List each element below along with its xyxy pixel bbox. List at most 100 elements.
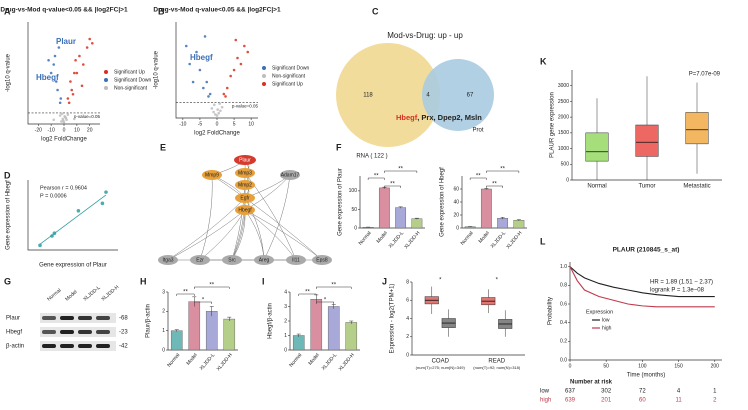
threshold-label: p-value=0.05: [232, 104, 259, 109]
point: [205, 80, 209, 84]
annotation: logrank P = 1.3e−08: [650, 288, 705, 294]
x-tick-label: Model: [307, 352, 320, 366]
y-axis-label: Plaur/β-actin: [146, 304, 152, 338]
chart: I Hbegf/β-actin 0 1 2 3 4 Normal Model XLJDD-L XLJ…: [262, 276, 360, 372]
point: [57, 46, 61, 49]
lane-label: XLJDD-H: [100, 284, 120, 302]
node: [235, 205, 255, 215]
gene: Hbegf: [396, 113, 418, 122]
error-bar: [192, 296, 197, 307]
annotation: Plaur: [56, 37, 76, 46]
band: [42, 330, 56, 334]
x-tick-label: READ: [488, 359, 505, 365]
panel-label: D: [4, 170, 11, 180]
y-tick-label: 1: [162, 328, 165, 334]
node: [158, 255, 178, 265]
edge: [244, 197, 265, 261]
point: [53, 54, 57, 58]
y-axis-label: -log10 q-value: [6, 53, 12, 92]
point: [100, 201, 105, 206]
chart: K PLAUR gene expression 0 500 1000 1500 2000 25…: [540, 56, 722, 190]
node: [234, 155, 256, 165]
y-tick-label: 1500: [558, 130, 569, 136]
x-tick-label: -5: [198, 121, 203, 127]
significance: **: [183, 290, 188, 296]
network: E Plaur Mmp9 Mmp3 Mmp2 Adam17 Egfr Hbegf Itga3 E…: [158, 142, 332, 265]
axis: [27, 180, 118, 251]
x-tick-label: 150: [674, 363, 683, 369]
band: [96, 330, 110, 334]
node-label: Itga3: [162, 257, 173, 263]
venn-label: Prot: [472, 128, 483, 134]
bar: [411, 218, 423, 229]
risk-count: 2: [713, 398, 717, 404]
edge: [231, 184, 246, 261]
node: [254, 255, 274, 265]
venn-count: 118: [363, 93, 373, 99]
point: [64, 116, 68, 120]
x-tick-label: Normal: [358, 230, 373, 246]
point: [60, 112, 64, 116]
point: [207, 95, 210, 98]
edge: [167, 209, 246, 261]
point: [218, 102, 222, 105]
point: [184, 44, 188, 48]
significance: **: [331, 283, 336, 289]
x-tick-label: XLJDD-L: [199, 352, 217, 372]
significance-bracket: [486, 185, 503, 188]
y-tick-label: 0.6: [560, 301, 567, 307]
x-tick-label: Normal: [460, 230, 475, 246]
venn-label: RNA ( 122 ): [356, 154, 387, 160]
chart-title: Drug-vs-Mod q-value<0.05 && |log2FC|>1: [153, 7, 281, 14]
node-label: Il11: [292, 257, 300, 263]
point: [69, 80, 72, 83]
risk-count: 4: [677, 389, 681, 395]
y-tick-label: 40: [453, 199, 459, 205]
legend-swatch: [262, 74, 266, 78]
panel-label: C: [372, 6, 379, 16]
annotation: HR = 1.89 (1.51 − 2.37): [650, 280, 713, 286]
x-tick-label: Model: [185, 352, 198, 366]
x-sublabel: (num(T)=92; num(N)=318): [473, 365, 521, 370]
edge: [244, 209, 297, 261]
risk-count: 60: [639, 398, 646, 404]
significance: **: [209, 283, 214, 289]
x-tick-label: XLJDD-H: [505, 230, 523, 250]
point: [75, 71, 79, 75]
y-tick-label: 2: [162, 309, 165, 315]
threshold-label: p-value=0.05: [74, 114, 101, 119]
node: [286, 255, 306, 265]
error-bar: [209, 306, 214, 317]
size-label: -68: [119, 316, 128, 322]
panel-label: F: [336, 142, 342, 152]
significance-bracket: [194, 286, 230, 289]
error-bar: [414, 217, 419, 220]
legend-label: Significant Down: [272, 65, 309, 71]
y-tick-label: 3000: [558, 83, 569, 89]
bar: [345, 322, 358, 351]
venn: C Mod-vs-Drug: up - up 118 4 67 RNA ( 12…: [336, 6, 494, 160]
error-bar: [331, 304, 336, 309]
node-label: Egfr: [240, 195, 250, 201]
significance-bracket: [298, 293, 317, 296]
row-label: β-actin: [6, 344, 24, 350]
y-tick-label: 60: [453, 186, 459, 192]
point: [236, 56, 239, 60]
point: [88, 37, 92, 41]
gene: , Prx, Dpep2, Msln: [417, 113, 482, 122]
node-label: Hbegf: [238, 207, 252, 213]
significance-bracket: [384, 185, 401, 188]
risk-count: 11: [675, 398, 682, 404]
node-label: Mmp3: [238, 170, 252, 176]
point: [222, 92, 226, 96]
annotation: P = 0.0006: [40, 193, 67, 199]
panel-label: L: [540, 236, 546, 246]
x-tick-label: 50: [603, 363, 609, 369]
error-bar: [500, 217, 505, 220]
point: [212, 110, 215, 114]
risk-count: 302: [601, 389, 612, 395]
venn-genes: Hbegf, Prx, Dpep2, Msln: [396, 113, 482, 122]
y-tick-label: 0: [456, 225, 459, 231]
